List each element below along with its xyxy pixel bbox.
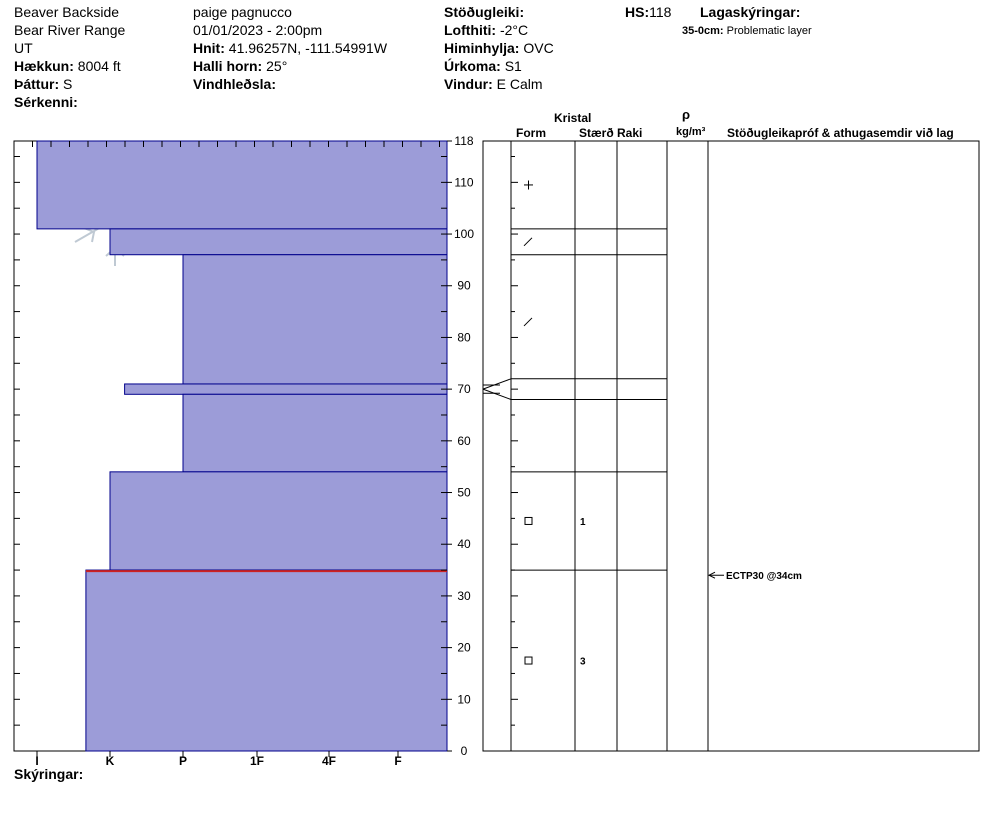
- hardness-label: K: [106, 754, 115, 768]
- sky-label: Himinhylja:: [444, 40, 520, 56]
- depth-label: 40: [457, 537, 471, 551]
- hardness-label: 4F: [322, 754, 336, 768]
- sky-row: Himinhylja: OVC: [444, 40, 554, 56]
- layer-rows: 13: [482, 140, 667, 668]
- rho-header: ρ: [682, 107, 691, 122]
- layer-note-text: Problematic layer: [726, 25, 812, 37]
- precip-row: Úrkoma: S1: [444, 58, 522, 74]
- hardness-bar: [182, 393, 448, 473]
- hardness-bar: [85, 569, 448, 752]
- wind-row: Vindur: E Calm: [444, 76, 543, 92]
- stability-tests: ECTP30 @34cm: [707, 571, 802, 582]
- air-temp-row: Lofthiti: -2°C: [444, 22, 528, 38]
- grain-form-faceted: [524, 516, 533, 525]
- depth-label: 90: [457, 279, 471, 293]
- range-name: Bear River Range: [14, 22, 126, 38]
- aspect-label: Þáttur:: [14, 76, 60, 92]
- hardness-bar: [124, 383, 448, 395]
- depth-label: 80: [457, 330, 471, 344]
- precip-value: S1: [504, 58, 522, 74]
- depth-label: 110: [454, 175, 473, 189]
- slope-label: Halli horn:: [193, 58, 263, 74]
- depth-label: 20: [457, 641, 471, 655]
- boundary-connector: [482, 378, 512, 390]
- depth-label: 30: [457, 589, 471, 603]
- air-temp-label: Lofthiti:: [444, 22, 497, 38]
- air-temp-value: -2°C: [499, 22, 529, 38]
- coords-label: Hnit:: [193, 40, 225, 56]
- depth-label: 50: [457, 486, 471, 500]
- layer-note-depth: 35-0cm:: [682, 25, 724, 37]
- stability-test-label: ECTP30 @34cm: [726, 571, 802, 582]
- hs-row: HS:118: [625, 4, 671, 20]
- precip-label: Úrkoma:: [444, 58, 501, 74]
- aspect-value: S: [63, 76, 73, 92]
- depth-label: 70: [457, 382, 471, 396]
- hardness-label: I: [35, 754, 38, 768]
- form-header: Form: [516, 126, 546, 140]
- coords-value: 41.96257N, -111.54991W: [228, 40, 388, 56]
- hardness-axis-ticks: I K P 1F 4F F: [13, 141, 447, 768]
- boundary-connector: [482, 388, 512, 400]
- grain-form-decomposing: [523, 237, 533, 247]
- layer-note: 35-0cm: Problematic layer: [682, 25, 812, 37]
- hs-label: HS:: [625, 4, 650, 20]
- observation-datetime: 01/01/2023 - 2:00pm: [193, 22, 323, 38]
- tests-header: Stöðugleikapróf & athugasemdir við lag: [727, 126, 954, 140]
- hardness-label: 1F: [250, 754, 264, 768]
- legend-label: Skýringar:: [14, 766, 84, 782]
- slope-row: Halli horn: 25°: [193, 58, 287, 74]
- wind-loading-label: Vindhleðsla:: [193, 76, 276, 92]
- depth-label: 10: [457, 692, 471, 706]
- aspect-row: Þáttur: S: [14, 76, 72, 92]
- stability-label: Stöðugleiki:: [444, 4, 525, 20]
- hardness-bar: [109, 228, 448, 256]
- elevation-label: Hækkun:: [14, 58, 74, 74]
- moisture-header: Raki: [617, 126, 643, 140]
- grain-size-value: 3: [580, 657, 586, 668]
- wind-label: Vindur:: [444, 76, 493, 92]
- hardness-label: P: [179, 754, 187, 768]
- coords-row: Hnit: 41.96257N, -111.54991W: [193, 40, 387, 56]
- elevation-value: 8004 ft: [77, 58, 121, 74]
- hs-value: 118: [649, 4, 672, 20]
- depth-label: 60: [457, 434, 471, 448]
- elevation-row: Hækkun: 8004 ft: [14, 58, 121, 74]
- test-arrow-head: [707, 571, 716, 579]
- hardness-bars: [36, 140, 448, 752]
- grain-form-faceted: [524, 656, 533, 665]
- hardness-label: F: [394, 754, 401, 768]
- depth-label: 0: [461, 744, 468, 758]
- kristal-header: Kristal: [554, 111, 592, 125]
- density-column: [666, 140, 709, 752]
- grain-size-value: 1: [580, 517, 586, 528]
- hardness-bar: [36, 140, 448, 230]
- depth-label: 100: [454, 227, 474, 241]
- depth-label: 118: [454, 134, 473, 148]
- observer-name: paige pagnucco: [193, 4, 292, 20]
- slope-value: 25°: [266, 58, 288, 74]
- state-name: UT: [14, 40, 33, 56]
- features-label: Sérkenni:: [14, 94, 78, 110]
- hardness-bar: [109, 471, 448, 571]
- tests-column: [707, 140, 980, 752]
- grain-form-decomposing: [523, 317, 533, 327]
- location-name: Beaver Backside: [14, 4, 120, 20]
- hardness-bar: [182, 254, 448, 385]
- sky-value: OVC: [523, 40, 554, 56]
- layer-notes-label: Lagaskýringar:: [700, 4, 801, 20]
- density-unit-header: kg/m³: [676, 126, 706, 138]
- size-header: Stærð: [579, 126, 614, 140]
- depth-axis: 0 10 20 30 40 50 60 70 80 90 100 110 118: [447, 134, 518, 758]
- wind-value: E Calm: [496, 76, 543, 92]
